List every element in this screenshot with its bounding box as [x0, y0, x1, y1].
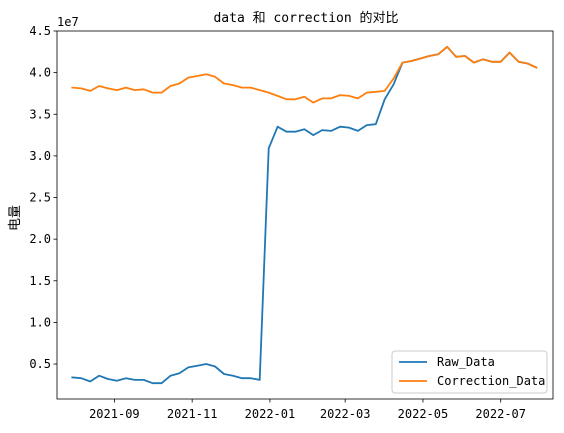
y-tick-label: 4.0 — [29, 66, 51, 80]
x-tick-label: 2022-03 — [320, 407, 371, 421]
y-tick-label: 1.0 — [29, 315, 51, 329]
y-tick-label: 1.5 — [29, 274, 51, 288]
x-tick-label: 2022-07 — [475, 407, 526, 421]
y-tick-label: 3.5 — [29, 107, 51, 121]
x-tick-label: 2022-05 — [398, 407, 449, 421]
y-axis-ticks: 0.5 1.0 1.5 2.0 2.5 3.0 3.5 4.0 4.5 — [29, 24, 57, 371]
series-line-correction-data — [71, 45, 538, 104]
x-tick-label: 2022-01 — [245, 407, 296, 421]
y-tick-label: 2.5 — [29, 191, 51, 205]
x-tick-label: 2021-11 — [167, 407, 218, 421]
x-axis-ticks: 2021-09 2021-11 2022-01 2022-03 2022-05 2022-… — [89, 399, 526, 421]
plot-lines — [71, 45, 538, 385]
legend-box — [391, 350, 548, 394]
plot-frame — [56, 30, 554, 400]
y-offset-label: 1e7 — [57, 15, 79, 29]
x-tick-label: 2021-09 — [89, 407, 140, 421]
y-tick-label: 4.5 — [29, 24, 51, 38]
y-axis-label: 电量 — [8, 205, 23, 231]
legend: Raw_Data Correction_Data — [391, 350, 548, 394]
legend-label-raw-data: Raw_Data — [437, 355, 495, 369]
y-tick-label: 0.5 — [29, 357, 51, 371]
y-tick-label: 3.0 — [29, 149, 51, 163]
legend-label-correction-data: Correction_Data — [437, 374, 545, 388]
y-tick-label: 2.0 — [29, 232, 51, 246]
chart-title: data 和 correction 的对比 — [213, 10, 398, 26]
